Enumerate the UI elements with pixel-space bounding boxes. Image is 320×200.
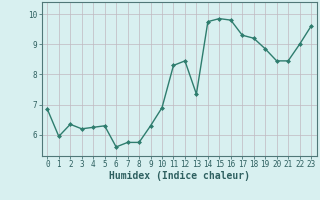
X-axis label: Humidex (Indice chaleur): Humidex (Indice chaleur) xyxy=(109,171,250,181)
